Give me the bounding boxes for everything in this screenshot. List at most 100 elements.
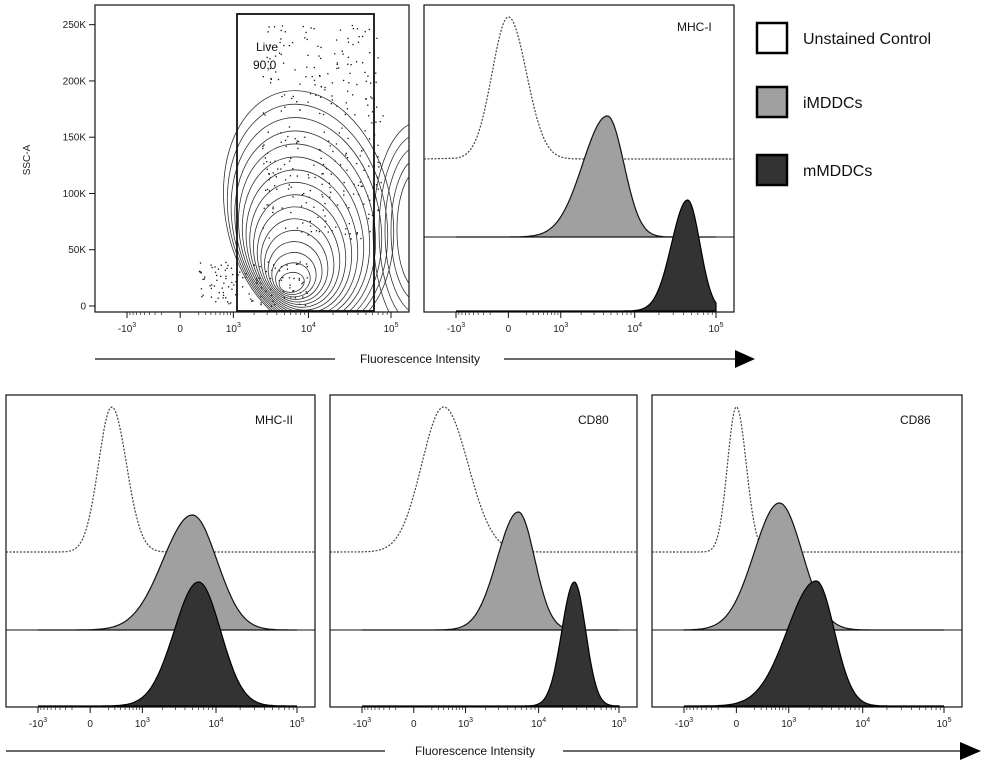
event-dot bbox=[315, 230, 318, 232]
event-dot bbox=[302, 296, 304, 298]
event-dot bbox=[377, 156, 379, 158]
event-dot bbox=[368, 213, 370, 215]
event-dot bbox=[268, 179, 270, 181]
event-dot bbox=[293, 290, 295, 292]
event-dot bbox=[377, 209, 379, 211]
event-dot bbox=[269, 161, 271, 163]
event-dot bbox=[274, 267, 276, 269]
x-tick-label: 0 bbox=[177, 324, 183, 335]
event-dot bbox=[368, 28, 370, 31]
event-dot bbox=[268, 26, 270, 28]
event-dot bbox=[350, 64, 352, 66]
contour-line bbox=[264, 229, 329, 303]
event-dot bbox=[239, 271, 241, 273]
top-arrow-head bbox=[735, 350, 755, 368]
event-dot bbox=[231, 288, 233, 290]
x-tick-label: -103 bbox=[447, 322, 465, 335]
event-dot bbox=[268, 190, 271, 192]
legend-label-imddcs: iMDDCs bbox=[803, 95, 863, 112]
event-dot bbox=[322, 209, 324, 211]
event-dot bbox=[305, 76, 307, 78]
event-dot bbox=[371, 111, 374, 113]
event-dot bbox=[210, 296, 213, 298]
event-dot bbox=[327, 231, 329, 233]
event-dot bbox=[262, 76, 264, 78]
event-dot bbox=[348, 223, 350, 225]
event-dot bbox=[307, 101, 309, 103]
event-dot bbox=[343, 194, 345, 196]
top-axis-arrow: Fluorescence Intensity bbox=[95, 350, 755, 368]
event-dot bbox=[313, 164, 315, 166]
event-dot bbox=[359, 155, 361, 157]
y-tick-label: 50K bbox=[68, 245, 86, 256]
event-dot bbox=[267, 31, 269, 33]
event-dot bbox=[352, 43, 354, 46]
event-dot bbox=[268, 173, 270, 175]
event-dot bbox=[338, 67, 340, 69]
event-dot bbox=[313, 206, 315, 208]
event-dot bbox=[363, 203, 365, 205]
event-dot bbox=[360, 185, 362, 187]
event-dot bbox=[285, 227, 287, 229]
event-dot bbox=[306, 277, 308, 279]
histogram-unstained bbox=[6, 406, 315, 553]
event-dot bbox=[356, 233, 358, 235]
event-dot bbox=[319, 112, 321, 115]
event-dot bbox=[263, 207, 265, 209]
event-dot bbox=[279, 41, 281, 44]
event-dot bbox=[376, 106, 378, 108]
mhc2-label: MHC-II bbox=[255, 413, 293, 427]
event-dot bbox=[367, 176, 369, 178]
event-dot bbox=[266, 188, 269, 191]
event-dot bbox=[347, 56, 350, 58]
event-dot bbox=[242, 277, 244, 279]
event-dot bbox=[266, 204, 268, 206]
event-dot bbox=[225, 261, 227, 264]
cd80-frame bbox=[329, 394, 638, 708]
event-dot bbox=[324, 86, 326, 89]
event-dot bbox=[335, 143, 338, 145]
event-dot bbox=[237, 274, 239, 276]
event-dot bbox=[291, 97, 293, 100]
contour-line bbox=[245, 169, 359, 312]
event-dot bbox=[235, 294, 237, 296]
event-dot bbox=[272, 208, 274, 210]
bottom-arrow-head bbox=[960, 742, 981, 760]
event-dot bbox=[288, 126, 291, 128]
event-dot bbox=[253, 264, 255, 266]
event-dot bbox=[263, 163, 265, 165]
event-dot bbox=[313, 66, 315, 69]
bottom-axis-title: Fluorescence Intensity bbox=[415, 744, 535, 758]
event-dot bbox=[320, 85, 323, 88]
x-tick-label: 103 bbox=[226, 322, 241, 335]
event-dot bbox=[280, 110, 282, 112]
event-dot bbox=[233, 284, 235, 286]
event-dot bbox=[301, 194, 304, 196]
event-dot bbox=[313, 79, 316, 81]
event-dot bbox=[211, 284, 213, 286]
event-dot bbox=[260, 302, 262, 304]
event-dot bbox=[295, 263, 298, 265]
event-dot bbox=[320, 157, 322, 159]
event-dot bbox=[200, 288, 203, 290]
event-dot bbox=[322, 173, 324, 175]
legend-label-mmddcs: mMDDCs bbox=[803, 163, 872, 180]
event-dot bbox=[289, 287, 291, 289]
legend-swatch-imddcs bbox=[755, 85, 789, 119]
event-dot bbox=[375, 184, 378, 186]
event-dot bbox=[284, 139, 287, 142]
event-dot bbox=[260, 304, 262, 306]
event-dot bbox=[280, 29, 282, 32]
live-gate bbox=[236, 13, 375, 312]
event-dot bbox=[347, 137, 349, 140]
event-dot bbox=[215, 301, 217, 303]
event-dot bbox=[198, 270, 201, 272]
event-dot bbox=[371, 97, 373, 100]
event-dot bbox=[324, 215, 326, 217]
event-dot bbox=[329, 186, 331, 189]
event-dot bbox=[273, 264, 275, 266]
event-dot bbox=[285, 145, 287, 148]
event-dot bbox=[331, 95, 333, 97]
event-dot bbox=[334, 53, 336, 55]
event-dot bbox=[336, 105, 338, 107]
